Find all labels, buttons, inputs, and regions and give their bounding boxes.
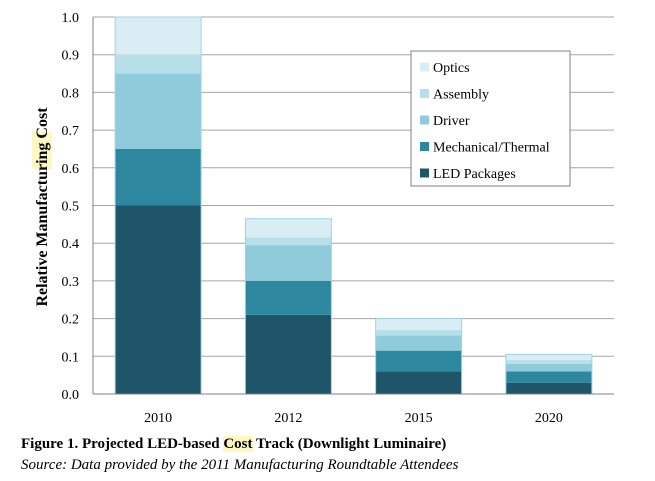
bar-segment <box>375 318 462 330</box>
bar-segment <box>375 371 462 394</box>
legend: Optics Assembly Driver Mechanical/Thermal LE… <box>410 50 571 187</box>
bar-segment <box>245 245 332 281</box>
bar-segment <box>115 148 202 206</box>
y-tick-label: 0.2 <box>62 313 80 328</box>
bar-segment <box>115 205 202 394</box>
bar-segment <box>375 335 462 351</box>
bar-segment <box>245 218 332 238</box>
y-tick-label: 0.1 <box>62 350 80 365</box>
y-tick-label: 0.8 <box>62 86 80 101</box>
y-tick-label: 0.3 <box>62 275 80 290</box>
legend-label: LED Packages <box>433 167 516 182</box>
legend-swatch <box>420 142 429 151</box>
y-tick-labels: 0.0 0.1 0.2 0.3 0.4 0.5 0.6 0.7 0.8 0.9 1.0 <box>62 11 80 403</box>
y-tick-label: 0.0 <box>62 388 80 403</box>
stacked-bar-chart: 0.00.10.20.30.40.50.60.70.80.91.0 2010 20… <box>32 11 614 426</box>
x-tick-label: 2015 <box>405 411 433 426</box>
legend-swatch <box>420 89 429 98</box>
legend-box <box>410 50 571 187</box>
y-tick-label: 0.6 <box>62 162 80 177</box>
bar-segment <box>115 54 202 74</box>
y-tick-label: 0.4 <box>62 237 80 252</box>
legend-label: Assembly <box>433 88 489 103</box>
legend-swatch <box>420 62 429 72</box>
x-tick-label: 2020 <box>535 411 563 426</box>
legend-swatch <box>420 115 429 125</box>
figure-source: Source: Data provided by the 2011 Manufa… <box>21 457 459 473</box>
x-tick-labels: 2010 2012 2015 2020 <box>144 411 563 426</box>
y-tick-label: 0.5 <box>62 200 80 215</box>
bar-segment <box>505 363 592 372</box>
legend-label: Mechanical/Thermal <box>433 141 550 156</box>
bar-segment <box>375 350 462 372</box>
y-tick-label: 1.0 <box>62 11 80 26</box>
y-tick-label: 0.7 <box>62 124 80 139</box>
bar-segment <box>505 354 592 361</box>
bar-segment <box>505 382 592 394</box>
legend-label: Optics <box>433 61 470 76</box>
bar-segment <box>505 371 592 383</box>
legend-swatch <box>420 168 429 178</box>
bar-segment <box>115 73 202 149</box>
ylabel-highlight-box <box>32 132 52 169</box>
legend-label: Driver <box>433 114 470 129</box>
bar-segment <box>245 280 332 315</box>
figure-caption: Figure 1. Projected LED-based Cost Track… <box>21 436 447 452</box>
bar-segment <box>115 17 202 55</box>
x-tick-label: 2012 <box>274 411 302 426</box>
bar-segment <box>245 314 332 394</box>
bar-segment <box>245 237 332 246</box>
x-tick-label: 2010 <box>144 411 172 426</box>
y-axis-label: Relative Manufacturing Cost <box>34 107 51 307</box>
bar-segment <box>375 329 462 336</box>
bars <box>114 16 593 395</box>
bar-segment <box>505 360 592 364</box>
y-tick-label: 0.9 <box>62 49 80 64</box>
